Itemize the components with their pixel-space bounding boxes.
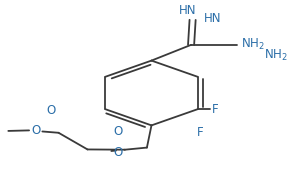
Text: F: F bbox=[197, 126, 204, 139]
Text: NH$_2$: NH$_2$ bbox=[241, 37, 265, 52]
Text: NH$_2$: NH$_2$ bbox=[264, 47, 288, 63]
Text: O: O bbox=[113, 125, 123, 138]
Text: O: O bbox=[46, 104, 56, 117]
Text: O: O bbox=[31, 124, 40, 137]
Text: F: F bbox=[212, 103, 219, 116]
Text: HN: HN bbox=[179, 4, 197, 17]
Text: O: O bbox=[113, 146, 123, 159]
Text: HN: HN bbox=[204, 12, 221, 26]
